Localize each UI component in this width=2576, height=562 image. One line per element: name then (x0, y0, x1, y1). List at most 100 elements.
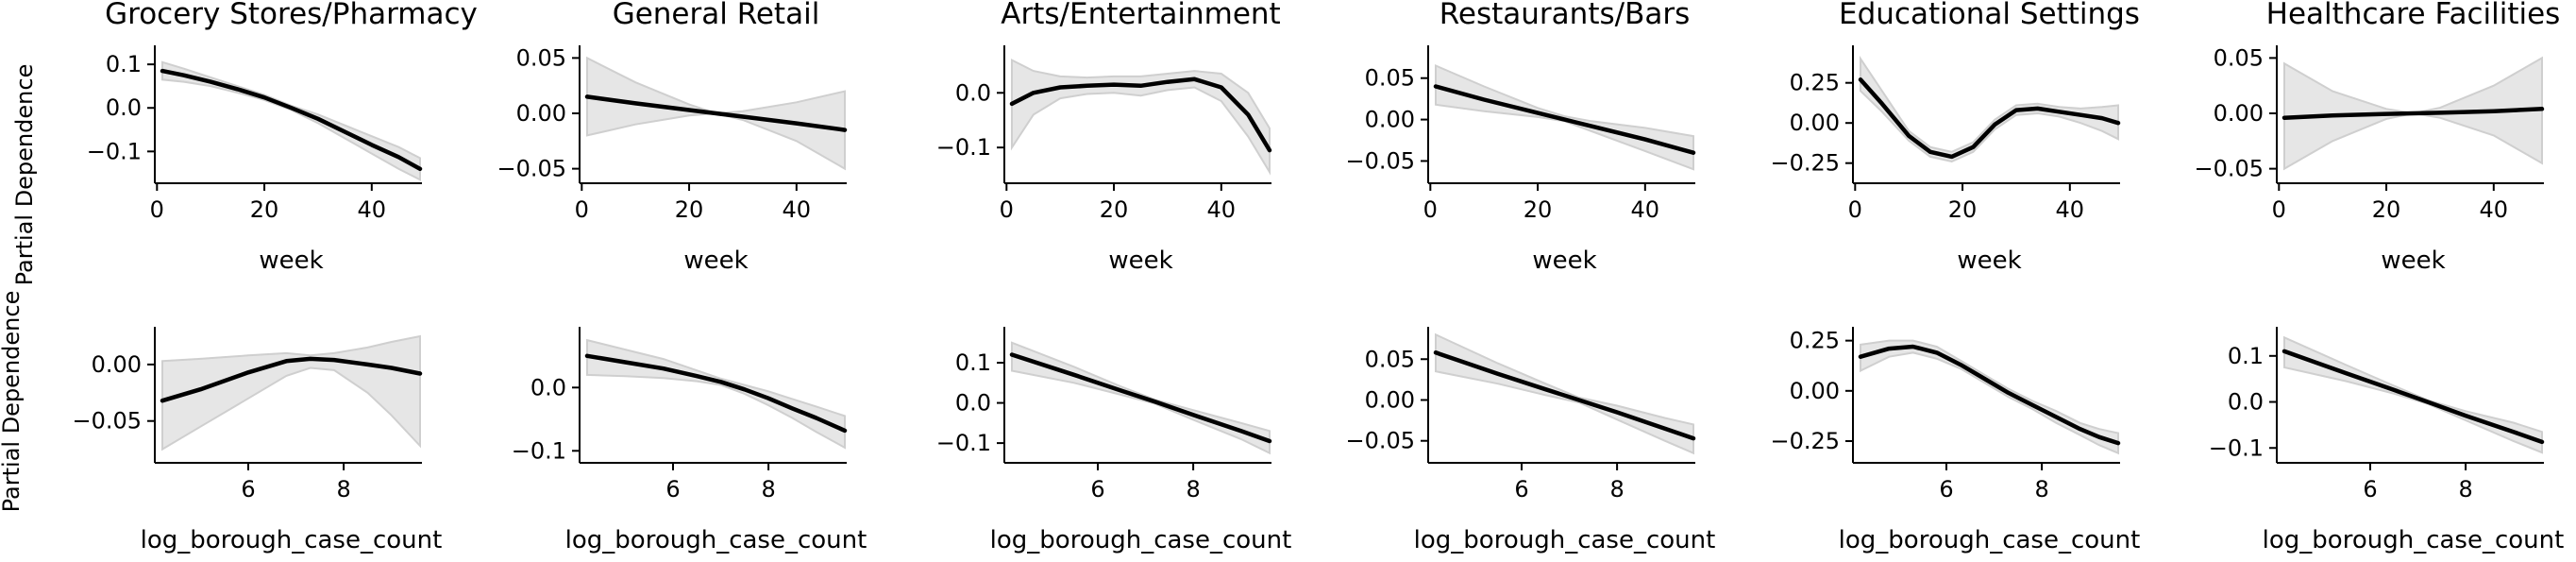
y-tick-label: 0.00 (1790, 378, 1840, 404)
partial-dependence-line (160, 68, 423, 172)
x-tick-label: 40 (783, 196, 812, 223)
y-tick-label: 0.05 (516, 44, 566, 71)
subplot-title: Restaurants/Bars (1440, 0, 1690, 31)
x-tick-label: 40 (358, 196, 387, 223)
y-tick-label: 0.00 (2214, 100, 2264, 127)
y-tick-label: −0.1 (2209, 434, 2264, 461)
subplot-title: Grocery Stores/Pharmacy (105, 0, 478, 31)
x-axis-label: log_borough_case_count (1414, 526, 1716, 554)
x-tick-label: 0 (150, 196, 164, 223)
y-tick-label: 0.1 (955, 349, 991, 376)
y-tick-label: 0.1 (106, 51, 142, 77)
x-axis-label: week (683, 247, 748, 275)
partial-dependence-line (1858, 344, 2121, 446)
y-tick-label: −0.1 (936, 134, 991, 161)
x-axis-label: log_borough_case_count (990, 526, 1292, 554)
partial-dependence-line (584, 94, 848, 132)
y-tick-label: 0.00 (1790, 110, 1840, 136)
partial-dependence-line (2281, 107, 2545, 120)
x-tick-label: 40 (1631, 196, 1660, 223)
y-axis-label-top: Partial Dependence (11, 64, 38, 286)
subplot-11: 0.1 0.0 −0.1 6 8 log_borough_case_count (2209, 327, 2565, 554)
subplot-3: 0.05 0.00 −0.05 0 20 40 week Restaurants/Bars (1345, 0, 1696, 275)
y-tick-label: 0.0 (530, 374, 566, 400)
x-tick-label: 0 (1423, 196, 1438, 223)
x-tick-label: 8 (761, 476, 775, 502)
subplot-2: 0.0 −0.1 0 20 40 week Arts/Entertainment (936, 0, 1281, 275)
x-tick-label: 40 (2056, 196, 2085, 223)
x-tick-label: 0 (1000, 196, 1014, 223)
subplot-4: 0.25 0.00 −0.25 0 20 40 week Educational Settin… (1770, 0, 2140, 275)
x-tick-label: 20 (250, 196, 279, 223)
x-tick-label: 20 (1524, 196, 1553, 223)
subplot-title: Arts/Entertainment (1001, 0, 1280, 31)
subplot-1: 0.05 0.00 −0.05 0 20 40 week General Retail (497, 0, 848, 275)
x-tick-label: 20 (675, 196, 704, 223)
confidence-band (1860, 339, 2119, 455)
x-axis-label: week (1532, 247, 1596, 275)
y-tick-label: 0.0 (2228, 389, 2264, 416)
x-tick-label: 40 (1207, 196, 1237, 223)
y-tick-label: 0.05 (1365, 346, 1415, 372)
x-tick-label: 6 (1514, 476, 1528, 502)
x-tick-label: 20 (2372, 196, 2401, 223)
y-tick-label: 0.00 (516, 100, 566, 127)
x-tick-label: 40 (2480, 196, 2509, 223)
y-tick-label: −0.05 (1345, 147, 1415, 174)
subplot-0: 0.1 0.0 −0.1 0 20 40 week Grocery Stores/Pharma… (87, 0, 478, 275)
subplot-title: General Retail (613, 0, 820, 31)
subplot-title: Healthcare Facilities (2266, 0, 2561, 31)
subplot-title: Educational Settings (1839, 0, 2140, 31)
subplot-6: 0.00 −0.05 6 8 log_borough_case_count (72, 327, 442, 554)
subplot-7: 0.0 −0.1 6 8 log_borough_case_count (512, 327, 867, 554)
y-tick-label: −0.1 (87, 138, 142, 164)
confidence-band (161, 334, 421, 451)
x-axis-label: week (1108, 247, 1172, 275)
confidence-band (1011, 58, 1271, 176)
subplot-10: 0.25 0.00 −0.25 6 8 log_borough_case_count (1770, 327, 2140, 554)
x-tick-label: 6 (665, 476, 680, 502)
partial-dependence-line (1433, 84, 1696, 155)
y-tick-label: −0.05 (497, 156, 566, 182)
partial-dependence-line (1009, 77, 1272, 153)
subplot-5: 0.05 0.00 −0.05 0 20 40 week Healthcare Facilit… (2194, 0, 2560, 275)
y-tick-label: −0.25 (1770, 150, 1840, 177)
x-tick-label: 8 (2034, 476, 2048, 502)
panel-grid: 0.1 0.0 −0.1 0 20 40 week Grocery Stores/Pharma… (72, 0, 2564, 554)
x-tick-label: 8 (2458, 476, 2472, 502)
confidence-band (161, 60, 421, 181)
y-tick-label: 0.05 (2214, 44, 2264, 71)
x-tick-label: 20 (1100, 196, 1129, 223)
y-tick-label: −0.05 (2194, 156, 2264, 182)
x-axis-label: log_borough_case_count (1839, 526, 2141, 554)
partial-dependence-line (584, 353, 848, 434)
x-tick-label: 0 (2272, 196, 2286, 223)
x-axis-label: week (1957, 247, 2021, 275)
partial-dependence-line (1858, 77, 2121, 160)
x-tick-label: 6 (1939, 476, 1953, 502)
x-tick-label: 6 (241, 476, 255, 502)
y-tick-label: 0.1 (2228, 343, 2264, 369)
y-tick-label: 0.0 (106, 94, 142, 121)
partial-dependence-line (160, 356, 423, 403)
y-tick-label: −0.05 (72, 408, 142, 434)
y-axis-label-bottom: Partial Dependence (0, 291, 25, 513)
y-tick-label: 0.0 (955, 390, 991, 417)
confidence-band (1860, 55, 2119, 163)
y-tick-label: −0.1 (512, 437, 566, 464)
x-tick-label: 20 (1948, 196, 1978, 223)
partial-dependence-line (2281, 349, 2545, 445)
y-tick-label: −0.05 (1345, 428, 1415, 454)
y-tick-label: 0.0 (955, 79, 991, 106)
y-tick-label: −0.25 (1770, 428, 1840, 454)
y-tick-label: −0.1 (936, 430, 991, 456)
y-tick-label: 0.00 (1365, 386, 1415, 413)
y-tick-label: 0.25 (1790, 70, 1840, 96)
x-axis-label: log_borough_case_count (565, 526, 867, 554)
x-tick-label: 8 (1186, 476, 1200, 502)
x-axis-label: log_borough_case_count (2263, 526, 2565, 554)
x-tick-label: 6 (2363, 476, 2377, 502)
confidence-band (586, 338, 846, 450)
x-axis-label: log_borough_case_count (141, 526, 443, 554)
